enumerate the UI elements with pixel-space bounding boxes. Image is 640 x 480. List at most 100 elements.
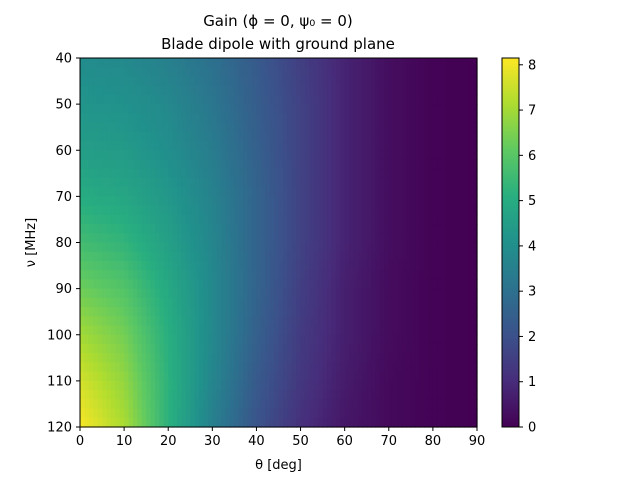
heatmap-cell — [194, 242, 200, 253]
heatmap-cell — [159, 58, 165, 68]
heatmap-cell — [93, 67, 99, 78]
heatmap-cell — [410, 85, 416, 96]
heatmap-cell — [252, 334, 258, 345]
heatmap-cell — [384, 260, 390, 271]
heatmap-cell — [318, 76, 324, 87]
heatmap-cell — [410, 279, 416, 290]
heatmap-cell — [397, 390, 403, 400]
heatmap-cell — [463, 297, 469, 308]
heatmap-cell — [287, 131, 293, 142]
heatmap-cell — [102, 113, 108, 124]
heatmap-cell — [384, 233, 390, 244]
heatmap-cell — [454, 297, 460, 308]
heatmap-cell — [388, 104, 394, 114]
heatmap-cell — [207, 168, 213, 179]
heatmap-cell — [362, 205, 368, 216]
heatmap-cell — [265, 196, 271, 207]
heatmap-cell — [110, 122, 116, 133]
heatmap-cell — [154, 187, 160, 197]
heatmap-cell — [93, 122, 99, 133]
heatmap-cell — [415, 67, 421, 78]
heatmap-cell — [357, 251, 363, 262]
heatmap-cell — [150, 251, 156, 262]
heatmap-cell — [410, 399, 416, 410]
heatmap-cell — [446, 288, 452, 299]
heatmap-cell — [397, 408, 403, 419]
heatmap-cell — [424, 168, 430, 179]
heatmap-cell — [168, 362, 174, 373]
heatmap-cell — [212, 76, 218, 87]
heatmap-cell — [247, 58, 253, 68]
heatmap-cell — [344, 270, 350, 280]
heatmap-cell — [424, 104, 430, 114]
heatmap-cell — [327, 67, 333, 78]
heatmap-cell — [84, 214, 90, 225]
heatmap-cell — [238, 196, 244, 207]
heatmap-cell — [124, 399, 130, 410]
heatmap-cell — [207, 334, 213, 345]
heatmap-cell — [124, 233, 130, 244]
heatmap-cell — [137, 131, 143, 142]
heatmap-cell — [137, 67, 143, 78]
heatmap-cell — [225, 168, 231, 179]
heatmap-cell — [287, 417, 293, 428]
heatmap-cell — [269, 58, 275, 68]
heatmap-cell — [221, 279, 227, 290]
heatmap-cell — [437, 224, 443, 234]
heatmap-cell — [221, 113, 227, 124]
heatmap-cell — [128, 177, 134, 188]
heatmap-cell — [132, 390, 138, 400]
heatmap-cell — [459, 205, 465, 216]
heatmap-cell — [115, 122, 121, 133]
heatmap-cell — [128, 131, 134, 142]
heatmap-cell — [318, 316, 324, 327]
heatmap-cell — [450, 362, 456, 373]
heatmap-cell — [296, 113, 302, 124]
heatmap-cell — [419, 177, 425, 188]
heatmap-cell — [234, 141, 240, 151]
heatmap-cell — [393, 260, 399, 271]
heatmap-cell — [97, 113, 103, 124]
heatmap-cell — [357, 233, 363, 244]
heatmap-cell — [274, 270, 280, 280]
heatmap-cell — [357, 58, 363, 68]
heatmap-cell — [375, 399, 381, 410]
heatmap-cell — [402, 297, 408, 308]
heatmap-cell — [154, 417, 160, 428]
heatmap-cell — [384, 187, 390, 197]
heatmap-cell — [269, 122, 275, 133]
heatmap-cell — [260, 159, 266, 170]
heatmap-cell — [212, 251, 218, 262]
heatmap-cell — [238, 168, 244, 179]
heatmap-cell — [247, 353, 253, 364]
heatmap-cell — [84, 270, 90, 280]
heatmap-cell — [428, 187, 434, 197]
heatmap-cell — [278, 122, 284, 133]
heatmap-cell — [84, 288, 90, 299]
heatmap-cell — [379, 205, 385, 216]
heatmap-cell — [388, 122, 394, 133]
heatmap-cell — [185, 390, 191, 400]
heatmap-cell — [287, 159, 293, 170]
heatmap-cell — [349, 408, 355, 419]
heatmap-cell — [110, 362, 116, 373]
heatmap-cell — [150, 288, 156, 299]
heatmap-cell — [80, 67, 86, 78]
heatmap-cell — [102, 141, 108, 151]
heatmap-cell — [300, 270, 306, 280]
heatmap-cell — [172, 233, 178, 244]
heatmap-cell — [353, 316, 359, 327]
heatmap-cell — [199, 150, 205, 161]
colorbar-tick-label: 5 — [528, 194, 536, 209]
heatmap-cell — [159, 224, 165, 234]
heatmap-cell — [472, 371, 478, 382]
heatmap-cell — [238, 113, 244, 124]
heatmap-cell — [335, 325, 341, 336]
heatmap-cell — [252, 85, 258, 96]
heatmap-cell — [388, 353, 394, 364]
heatmap-cell — [397, 85, 403, 96]
heatmap-cell — [327, 390, 333, 400]
heatmap-cell — [432, 131, 438, 142]
heatmap-cell — [468, 159, 474, 170]
heatmap-cell — [388, 316, 394, 327]
